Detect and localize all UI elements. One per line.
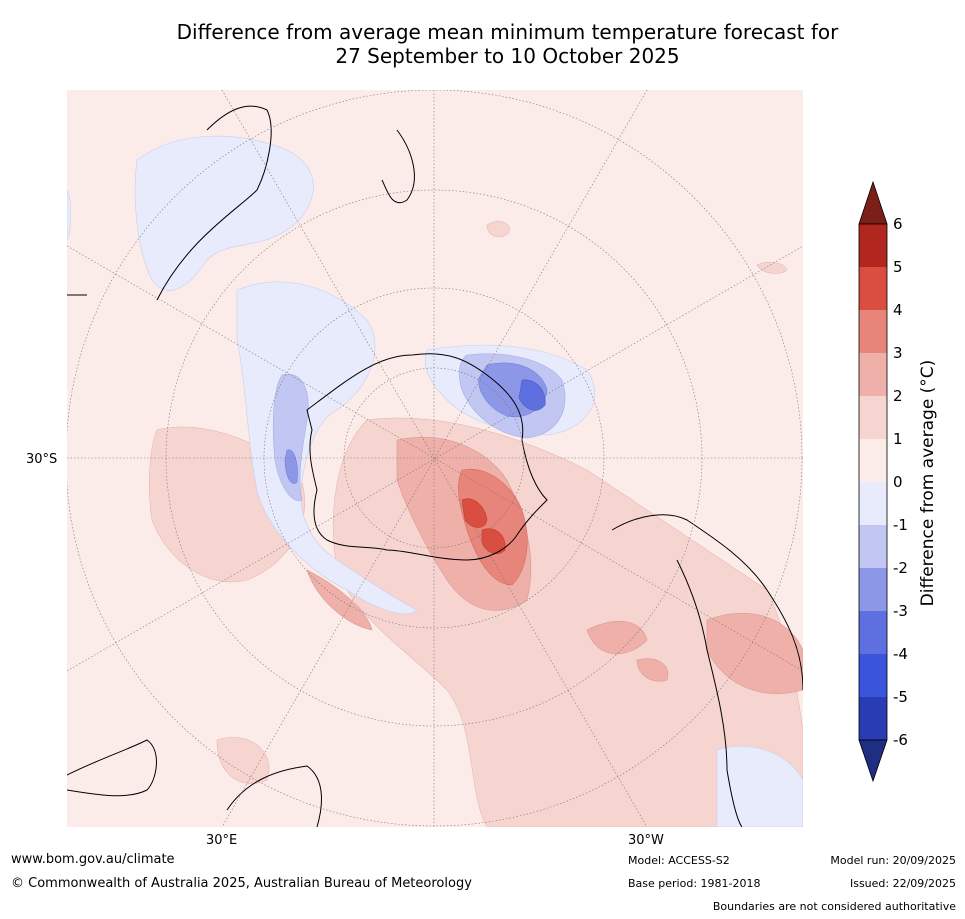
colorbar-extend-low: [858, 739, 888, 783]
colorbar-band-m6-m5: [859, 697, 887, 740]
longitude-label-30e: 30°E: [206, 833, 238, 848]
colorbar-tick: 0: [893, 473, 903, 491]
chart-title: Difference from average mean minimum tem…: [0, 20, 965, 68]
footer-issued: Issued: 22/09/2025: [849, 877, 956, 890]
colorbar-band-3-4: [859, 310, 887, 353]
latitude-label: 30°S: [26, 452, 58, 467]
anomaly-3-4-areas: [458, 468, 528, 586]
colorbar-tick: -6: [893, 731, 908, 749]
colorbar-tick: 5: [893, 258, 903, 276]
colorbar-extend-high: [858, 180, 888, 225]
coastlines: [67, 105, 803, 827]
footer-url[interactable]: www.bom.gov.au/climate: [11, 852, 175, 867]
colorbar-band-0-1: [859, 439, 887, 482]
colorbar-band-m1-0: [859, 482, 887, 525]
colorbar-band-m4-m3: [859, 611, 887, 654]
longitude-label-30w: 30°W: [628, 833, 664, 848]
map-svg: [67, 90, 803, 827]
colorbar-band-m2-m1: [859, 525, 887, 568]
colorbar-label: Difference from average (°C): [918, 359, 938, 607]
map-panel[interactable]: [67, 90, 803, 827]
anomaly-m4-m3-areas: [518, 379, 546, 411]
colorbar-tick: 2: [893, 387, 903, 405]
colorbar-band-2-3: [859, 353, 887, 396]
colorbar-tick: 6: [893, 215, 903, 233]
colorbar: [858, 180, 888, 783]
colorbar-tick: -3: [893, 602, 908, 620]
title-line-2: 27 September to 10 October 2025: [335, 44, 680, 68]
footer-disclaimer: Boundaries are not considered authoritat…: [712, 900, 956, 913]
footer-model: Model: ACCESS-S2: [628, 854, 730, 867]
anomaly-4-5-areas: [461, 498, 506, 554]
colorbar-tick: 4: [893, 301, 903, 319]
colorbar-tick: 1: [893, 430, 903, 448]
colorbar-outline: [858, 223, 888, 741]
colorbar-tick: -4: [893, 645, 908, 663]
colorbar-band-1-2: [859, 396, 887, 439]
footer-copyright: © Commonwealth of Australia 2025, Austra…: [11, 876, 472, 891]
colorbar-band-5-6: [859, 224, 887, 267]
colorbar-tick: -2: [893, 559, 908, 577]
colorbar-tick: 3: [893, 344, 903, 362]
colorbar-band-4-5: [859, 267, 887, 310]
colorbar-band-m3-m2: [859, 568, 887, 611]
footer-model-run: Model run: 20/09/2025: [830, 854, 956, 867]
graticule: [67, 90, 803, 827]
footer-base-period: Base period: 1981-2018: [628, 877, 761, 890]
colorbar-tick: -5: [893, 688, 908, 706]
colorbar-tick: -1: [893, 516, 908, 534]
colorbar-band-m5-m4: [859, 654, 887, 697]
title-line-1: Difference from average mean minimum tem…: [176, 20, 839, 44]
